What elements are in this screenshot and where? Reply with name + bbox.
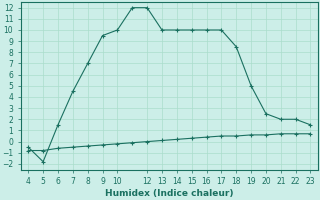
X-axis label: Humidex (Indice chaleur): Humidex (Indice chaleur)	[105, 189, 234, 198]
